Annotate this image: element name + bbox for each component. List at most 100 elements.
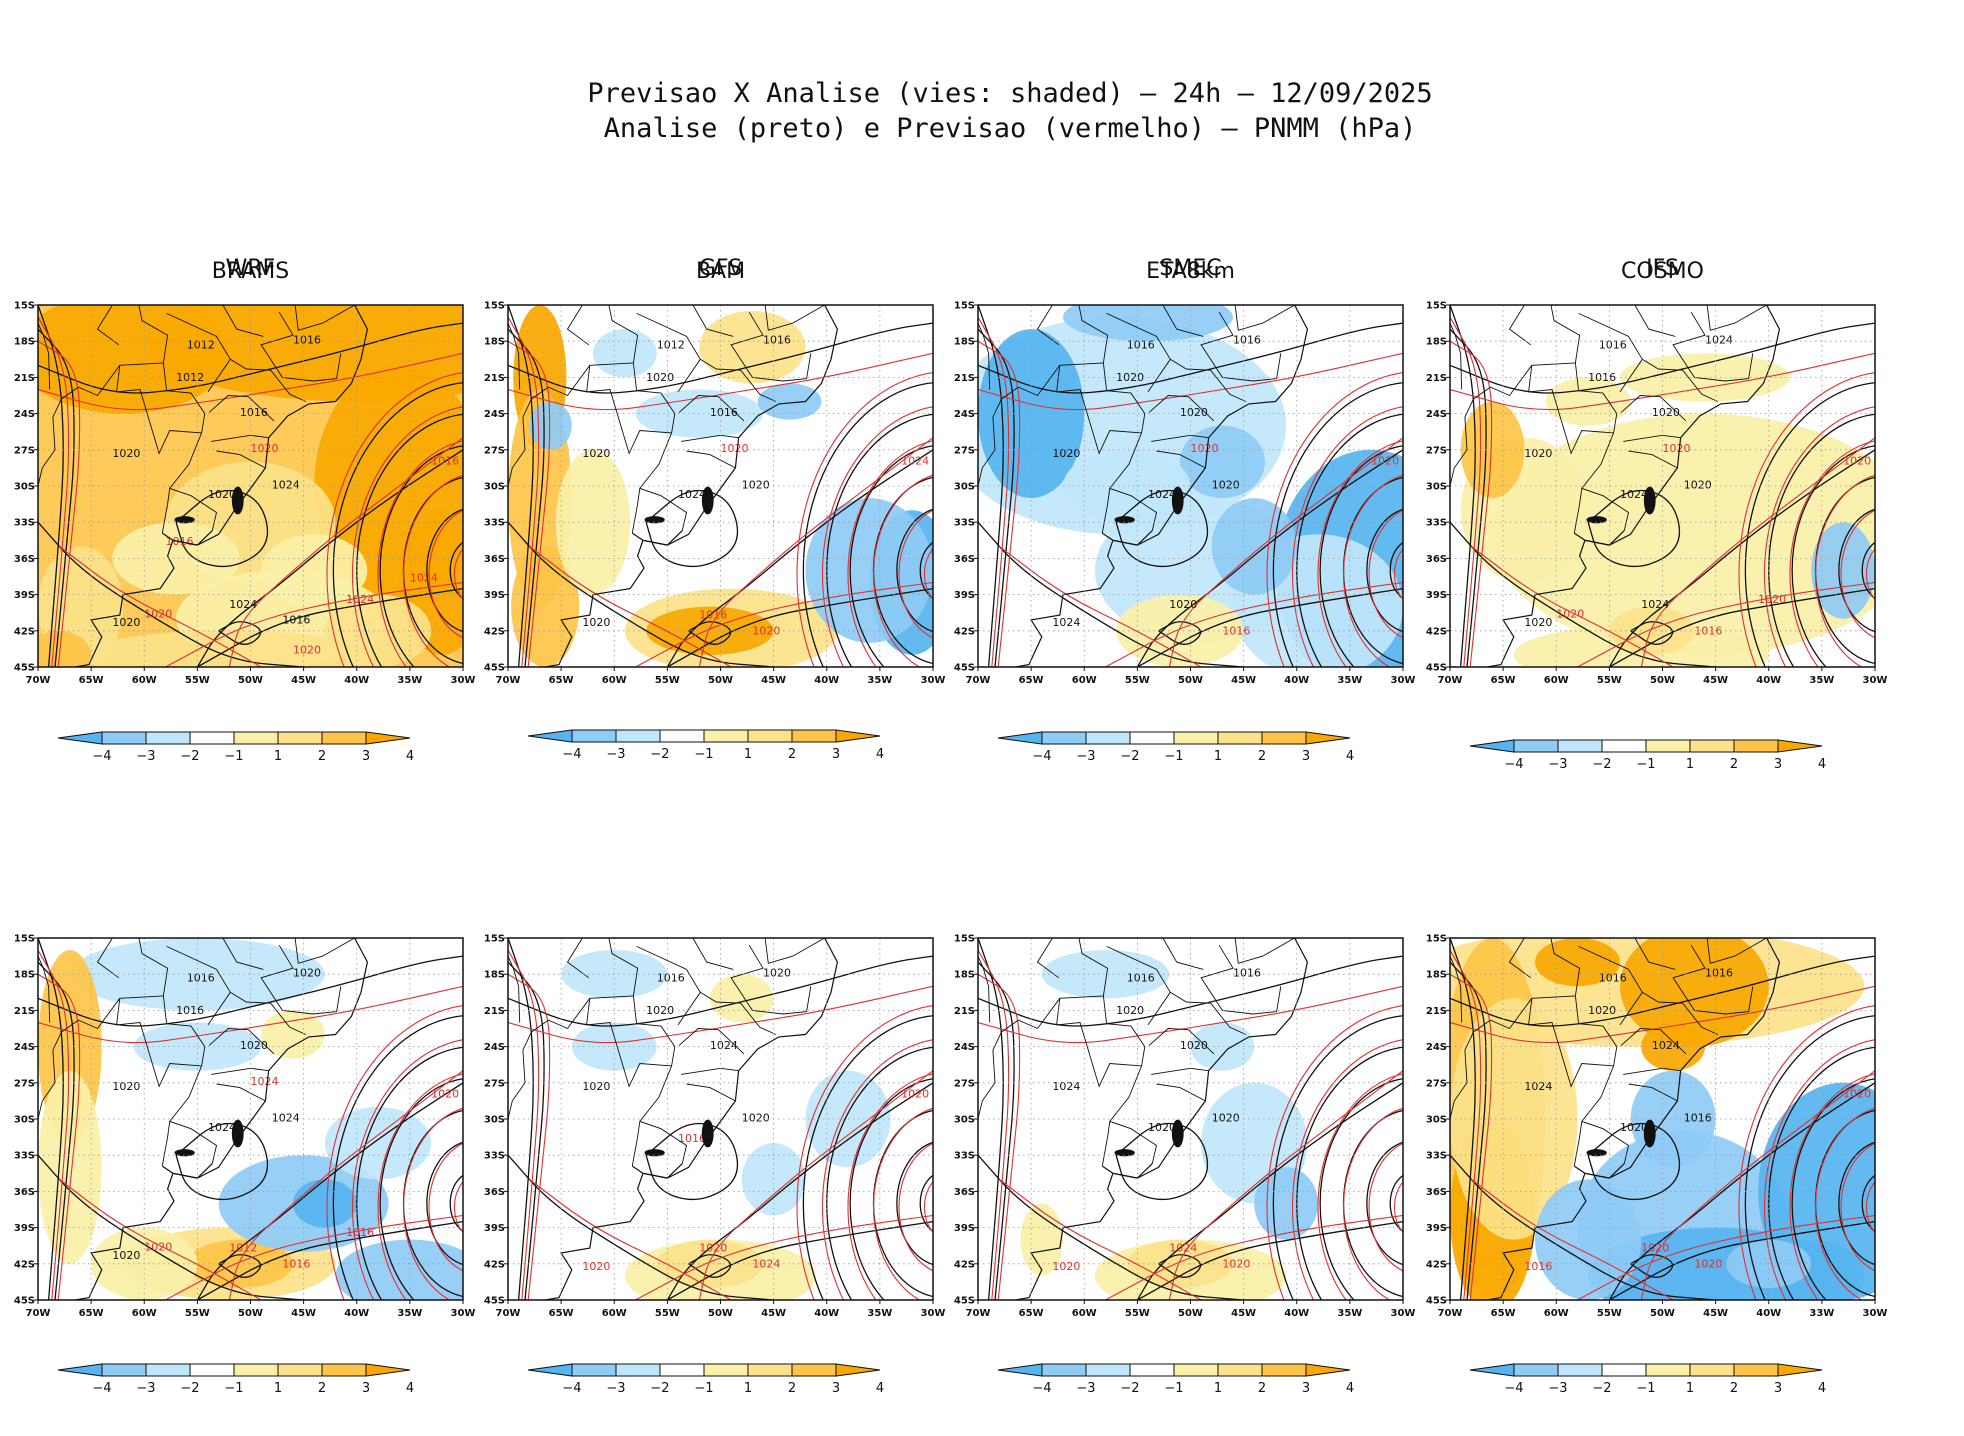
lat-tick-label: 15S xyxy=(1426,301,1447,312)
country-state-border xyxy=(1162,305,1204,337)
country-state-border xyxy=(1101,487,1158,534)
forecast-isobar xyxy=(698,1070,933,1300)
colorbar-arrow-high xyxy=(1777,739,1823,753)
country-state-border xyxy=(1450,322,1463,390)
bias-shade-patch xyxy=(38,305,230,414)
analysis-isobar xyxy=(1136,1082,1403,1300)
analysis-contour-label: 1020 xyxy=(208,488,236,501)
lat-tick-label: 39S xyxy=(484,1223,505,1234)
lon-tick-label: 35W xyxy=(867,1308,892,1319)
forecast-low-isobar xyxy=(377,1073,463,1300)
lon-tick-label: 30W xyxy=(921,675,946,686)
colorbar-label: 3 xyxy=(362,1381,370,1396)
analysis-contour-label: 1012 xyxy=(657,338,685,351)
analysis-contour-label: 1020 xyxy=(1212,478,1240,491)
bias-shade-patch xyxy=(1545,377,1631,426)
colorbar-box xyxy=(571,729,617,743)
lat-tick-label: 33S xyxy=(1426,518,1447,529)
forecast-low-isobar xyxy=(351,1039,463,1300)
forecast-contour-label: 1024 xyxy=(752,1257,780,1270)
forecast-low-isobar xyxy=(1865,1181,1875,1234)
analysis-low-isobar xyxy=(379,1078,463,1300)
lat-tick-label: 45S xyxy=(1426,1296,1447,1307)
lon-tick-label: 55W xyxy=(185,675,210,686)
analysis-contour-label: 1020 xyxy=(1212,1111,1240,1124)
forecast-contour-label: 1020 xyxy=(1663,442,1691,455)
rio-de-la-plata xyxy=(161,1163,213,1179)
lon-tick-label: 70W xyxy=(1438,675,1463,686)
colorbar-box xyxy=(189,1363,235,1377)
colorbar-box xyxy=(1041,731,1087,745)
forecast-contour-label: 1024 xyxy=(901,454,929,467)
colorbar-label: 2 xyxy=(1730,757,1738,772)
colorbar-label: −2 xyxy=(180,749,199,764)
forecast-low-isobar xyxy=(428,1142,463,1272)
country-state-border xyxy=(978,365,1061,487)
analysis-contour-label: 1020 xyxy=(1169,598,1197,611)
country-state-border xyxy=(1642,358,1718,402)
colorbar-box xyxy=(1085,731,1131,745)
forecast-contour-label: 1020 xyxy=(144,608,172,621)
lon-tick-label: 40W xyxy=(344,1308,369,1319)
analysis-low-center xyxy=(218,1254,262,1278)
forecast-contour-label: 1020 xyxy=(699,1242,727,1255)
bias-shade-patch xyxy=(1609,606,1695,655)
colorbar-label: 4 xyxy=(1346,1381,1354,1396)
andes-isobar xyxy=(508,316,540,667)
forecast-low-isobar xyxy=(1814,474,1875,667)
analysis-isobar xyxy=(1609,1220,1875,1300)
country-state-border xyxy=(608,305,676,489)
lat-tick-label: 33S xyxy=(954,1151,975,1162)
forecast-contour-label: 1020 xyxy=(901,1087,929,1100)
lat-lon-grid xyxy=(508,305,933,667)
country-state-border xyxy=(1634,938,1676,970)
colorbar-label: 1 xyxy=(744,747,752,762)
colorbar-bam: −4 −3 −2 −1 1 2 3 4 xyxy=(527,729,884,762)
lat-tick-label: 15S xyxy=(484,301,505,312)
country-state-border xyxy=(508,955,521,1023)
bias-shade-patch xyxy=(1254,1167,1318,1240)
country-state-border xyxy=(222,305,264,337)
colorbar-box xyxy=(1645,739,1691,753)
forecast-low-isobar xyxy=(898,1142,933,1272)
forecast-contour-label: 1020 xyxy=(431,1087,459,1100)
lon-tick-label: 45W xyxy=(1703,675,1728,686)
lon-tick-label: 65W xyxy=(79,675,104,686)
country-state-border xyxy=(230,991,306,1035)
lat-tick-label: 39S xyxy=(484,590,505,601)
colorbar-label: −3 xyxy=(1076,1381,1095,1396)
lat-tick-label: 33S xyxy=(484,1151,505,1162)
lat-tick-label: 27S xyxy=(1426,1078,1447,1089)
lagoa-dos-patos xyxy=(1643,1119,1656,1148)
colorbar-eta8km: −4 −3 −2 −1 1 2 3 4 xyxy=(997,731,1354,764)
lagoa-dos-patos xyxy=(231,486,244,515)
colorbar-arrow-low xyxy=(1469,739,1515,753)
coastline-borders xyxy=(978,938,1309,1300)
lon-tick-label: 65W xyxy=(1491,1308,1516,1319)
colorbar-label: −4 xyxy=(562,1381,581,1396)
colorbar-arrow-low xyxy=(527,1363,573,1377)
lon-tick-label: 35W xyxy=(1337,1308,1362,1319)
coastline-borders xyxy=(38,305,369,667)
forecast-isobar xyxy=(1105,1214,1403,1300)
forecast-isobar xyxy=(1105,581,1403,667)
analysis-isobar xyxy=(1115,489,1209,568)
lat-tick-label: 21S xyxy=(14,373,35,384)
andes-isobar xyxy=(508,328,545,667)
lat-tick-label: 45S xyxy=(484,1296,505,1307)
lon-tick-label: 30W xyxy=(451,675,476,686)
map-area-brams: 1012 1016 1012 1016 1020 1024 1020 1020 1024 1016… xyxy=(38,305,463,667)
andes-isobar xyxy=(978,305,1004,667)
analysis-isobar xyxy=(666,1082,933,1300)
lat-tick-label: 42S xyxy=(1426,626,1447,637)
lon-tick-label: 35W xyxy=(1337,675,1362,686)
lat-tick-label: 42S xyxy=(14,626,35,637)
colorbar-box xyxy=(615,729,661,743)
forecast-low-isobar xyxy=(847,440,933,667)
country-state-border xyxy=(1450,365,1533,487)
analysis-low-isobar xyxy=(1389,541,1403,600)
colorbar-label: 4 xyxy=(406,1381,414,1396)
lon-tick-label: 60W xyxy=(1544,675,1569,686)
lat-tick-label: 24S xyxy=(14,1042,35,1053)
